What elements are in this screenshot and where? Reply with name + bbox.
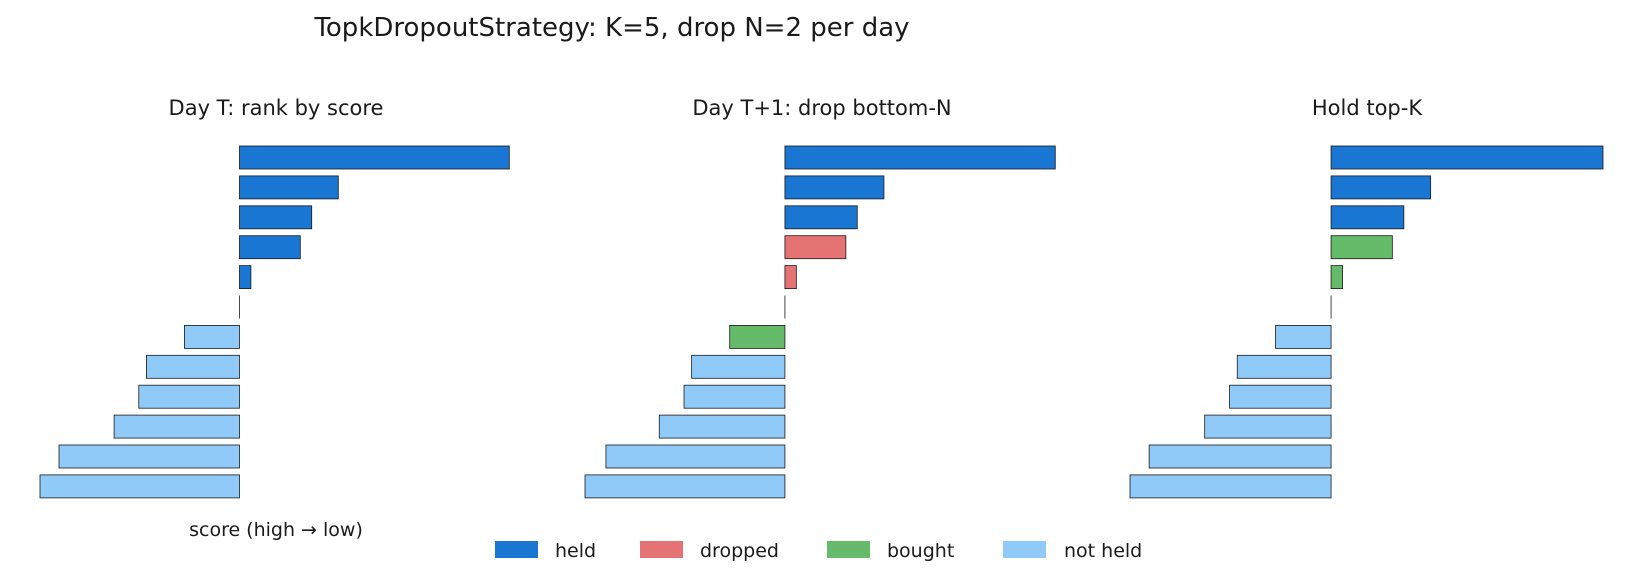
legend-item-held: held [495,540,596,562]
bar-held [784,145,1056,170]
legend-item-dropped: dropped [640,540,779,562]
bar-not-held [605,444,786,469]
bar-not-held [683,384,786,409]
bar-not-held [1236,354,1332,379]
x-axis-label: score (high → low) [189,519,363,541]
bar-held [239,205,313,230]
bar-held [239,175,339,200]
bar-not-held [113,414,240,439]
chart-panel-1: Day T: rank by score score (high → low) [39,96,510,541]
legend-item-not-held: not held [1003,540,1142,562]
bar-not-held [658,414,786,439]
legend-swatch [495,541,538,558]
bar-not-held [39,474,240,499]
bar-not-held [1229,384,1332,409]
bar-bought [1330,265,1343,290]
legend-item-bought: bought [827,540,954,562]
bar-not-held [1148,444,1332,469]
legend-swatch [640,541,683,558]
legend-label: not held [1064,540,1142,562]
panel-title: Hold top-K [1312,96,1423,120]
legend-label: bought [887,540,954,562]
bar-held [784,205,858,230]
bar-not-held [691,354,786,379]
legend-label: held [555,540,596,562]
bar-not-held [1129,474,1332,499]
bar-bought [729,324,786,349]
chart-panel-3: Hold top-K [1129,96,1604,499]
panel-title: Day T: rank by score [169,96,384,120]
bar-not-held [145,354,240,379]
bar-not-held [138,384,240,409]
bar-not-held [1275,324,1332,349]
bar-held [239,235,301,260]
legend-swatch [827,541,870,558]
bar-not-held [58,444,240,469]
bar-held [784,175,885,200]
bar-held [239,145,510,170]
bar-held [1330,205,1405,230]
bar-dropped [784,265,797,290]
chart-title: TopkDropoutStrategy: K=5, drop N=2 per d… [313,13,909,43]
bar-not-held [1204,414,1332,439]
bar-held [1330,145,1604,170]
legend-label: dropped [700,540,779,562]
legend: held dropped bought not held [495,540,1142,562]
bar-held [239,265,252,290]
bar-not-held [584,474,786,499]
bar-held [1330,175,1432,200]
bar-dropped [784,235,847,260]
chart-panel-2: Day T+1: drop bottom-N [584,96,1056,499]
bar-bought [1330,235,1393,260]
bar-not-held [183,324,240,349]
legend-swatch [1003,541,1046,558]
panel-title: Day T+1: drop bottom-N [692,96,951,120]
